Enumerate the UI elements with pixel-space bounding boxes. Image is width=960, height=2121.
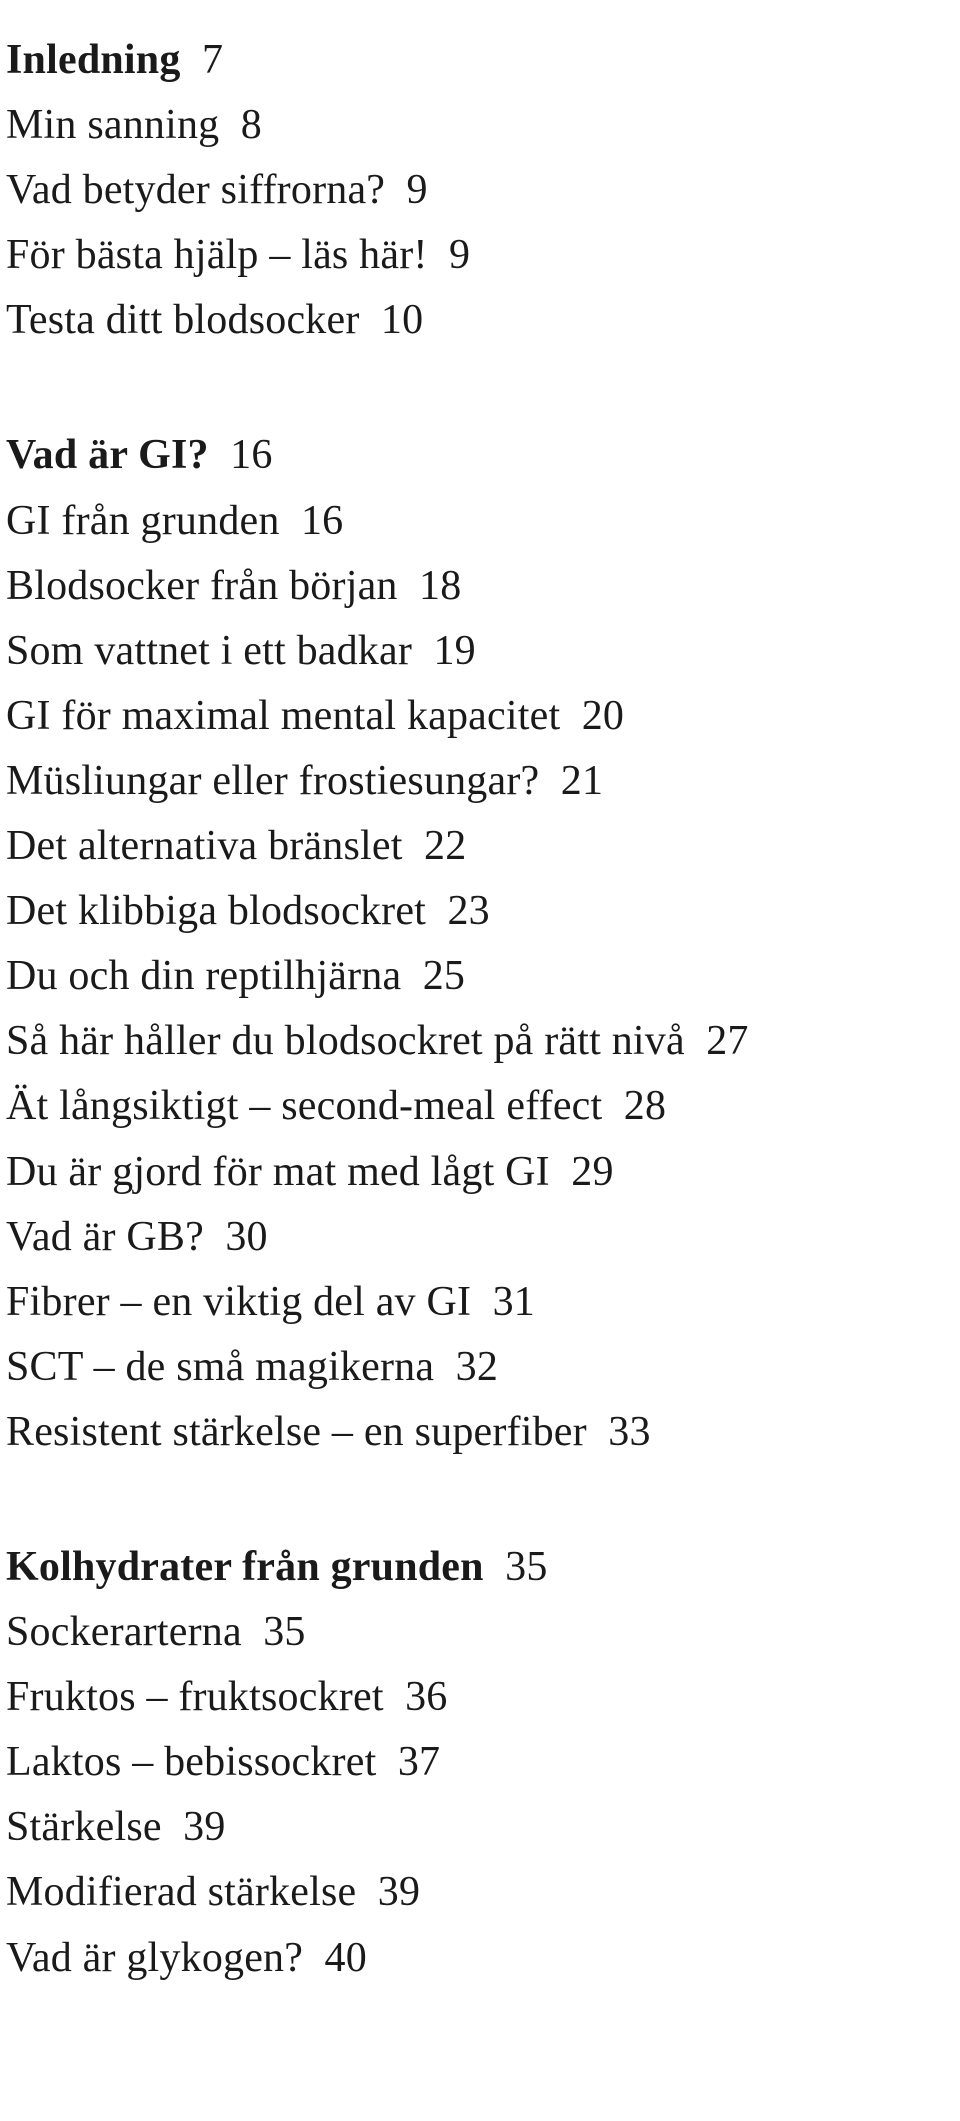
toc-page-number: 19 [433, 628, 475, 674]
toc-page: Inledning 7 Min sanning 8 Vad betyder si… [0, 0, 960, 2121]
toc-page-number: 32 [456, 1344, 498, 1390]
toc-page-number: 16 [230, 432, 272, 478]
toc-title: Kolhydrater från grunden [6, 1544, 484, 1590]
toc-page-number: 39 [183, 1804, 225, 1850]
toc-entry: Vad är GI? 16 [6, 423, 930, 488]
toc-page-number: 35 [263, 1609, 305, 1655]
toc-section: Vad är GI? 16 GI från grunden 16 Blodsoc… [6, 423, 930, 1465]
toc-entry: Vad är GB? 30 [6, 1205, 930, 1270]
toc-page-number: 23 [447, 888, 489, 934]
toc-entry: Kolhydrater från grunden 35 [6, 1535, 930, 1600]
toc-title: GI för maximal mental kapacitet [6, 693, 560, 739]
toc-title: Det alternativa bränslet [6, 823, 403, 869]
toc-title: Min sanning [6, 102, 219, 148]
toc-page-number: 30 [225, 1214, 267, 1260]
toc-page-number: 36 [405, 1674, 447, 1720]
toc-title: Så här håller du blodsockret på rätt niv… [6, 1018, 685, 1064]
toc-page-number: 27 [706, 1018, 748, 1064]
toc-page-number: 37 [398, 1739, 440, 1785]
toc-title: Stärkelse [6, 1804, 162, 1850]
toc-page-number: 25 [423, 953, 465, 999]
toc-page-number: 9 [407, 167, 428, 213]
toc-title: Du är gjord för mat med lågt GI [6, 1149, 550, 1195]
toc-title: Testa ditt blodsocker [6, 297, 360, 343]
toc-page-number: 9 [449, 232, 470, 278]
toc-page-number: 22 [424, 823, 466, 869]
toc-entry: Så här håller du blodsockret på rätt niv… [6, 1009, 930, 1074]
toc-page-number: 10 [381, 297, 423, 343]
toc-entry: Blodsocker från början 18 [6, 554, 930, 619]
toc-page-number: 35 [505, 1544, 547, 1590]
toc-page-number: 29 [571, 1149, 613, 1195]
toc-title: Vad är GB? [6, 1214, 204, 1260]
toc-page-number: 28 [624, 1083, 666, 1129]
toc-entry: GI för maximal mental kapacitet 20 [6, 684, 930, 749]
toc-title: GI från grunden [6, 498, 280, 544]
toc-page-number: 33 [608, 1409, 650, 1455]
toc-title: Vad är glykogen? [6, 1935, 303, 1981]
toc-title: Fibrer – en viktig del av GI [6, 1279, 471, 1325]
toc-entry: Müsliungar eller frostiesungar? 21 [6, 749, 930, 814]
toc-title: Det klibbiga blodsockret [6, 888, 426, 934]
toc-title: Du och din reptilhjärna [6, 953, 401, 999]
toc-page-number: 21 [561, 758, 603, 804]
toc-entry: SCT – de små magikerna 32 [6, 1335, 930, 1400]
toc-entry: Som vattnet i ett badkar 19 [6, 619, 930, 684]
toc-entry: Vad är glykogen? 40 [6, 1926, 930, 1991]
toc-entry: Fruktos – fruktsockret 36 [6, 1665, 930, 1730]
toc-page-number: 39 [378, 1869, 420, 1915]
toc-entry: GI från grunden 16 [6, 489, 930, 554]
toc-title: För bästa hjälp – läs här! [6, 232, 428, 278]
toc-entry: Ät långsiktigt – second-meal effect 28 [6, 1074, 930, 1139]
toc-title: Inledning [6, 37, 181, 83]
toc-title: Sockerarterna [6, 1609, 242, 1655]
toc-section: Inledning 7 Min sanning 8 Vad betyder si… [6, 28, 930, 353]
toc-entry: Det klibbiga blodsockret 23 [6, 879, 930, 944]
toc-entry: Modifierad stärkelse 39 [6, 1860, 930, 1925]
toc-entry: Sockerarterna 35 [6, 1600, 930, 1665]
toc-title: Fruktos – fruktsockret [6, 1674, 384, 1720]
toc-page-number: 16 [301, 498, 343, 544]
toc-title: Resistent stärkelse – en superfiber [6, 1409, 587, 1455]
toc-title: Blodsocker från början [6, 563, 398, 609]
toc-title: Vad är GI? [6, 432, 209, 478]
toc-page-number: 31 [493, 1279, 535, 1325]
toc-entry: Testa ditt blodsocker 10 [6, 288, 930, 353]
toc-title: SCT – de små magikerna [6, 1344, 434, 1390]
toc-section: Kolhydrater från grunden 35 Sockerartern… [6, 1535, 930, 1991]
toc-page-number: 18 [419, 563, 461, 609]
toc-title: Laktos – bebissockret [6, 1739, 376, 1785]
toc-title: Modifierad stärkelse [6, 1869, 356, 1915]
toc-entry: För bästa hjälp – läs här! 9 [6, 223, 930, 288]
toc-entry: Det alternativa bränslet 22 [6, 814, 930, 879]
toc-entry: Inledning 7 [6, 28, 930, 93]
toc-title: Vad betyder siffrorna? [6, 167, 385, 213]
toc-entry: Stärkelse 39 [6, 1795, 930, 1860]
toc-page-number: 20 [582, 693, 624, 739]
toc-title: Som vattnet i ett badkar [6, 628, 412, 674]
toc-entry: Du och din reptilhjärna 25 [6, 944, 930, 1009]
toc-entry: Resistent stärkelse – en superfiber 33 [6, 1400, 930, 1465]
toc-entry: Vad betyder siffrorna? 9 [6, 158, 930, 223]
toc-entry: Laktos – bebissockret 37 [6, 1730, 930, 1795]
toc-title: Ät långsiktigt – second-meal effect [6, 1083, 602, 1129]
toc-entry: Min sanning 8 [6, 93, 930, 158]
toc-page-number: 40 [325, 1935, 367, 1981]
toc-page-number: 7 [202, 37, 223, 83]
toc-entry: Fibrer – en viktig del av GI 31 [6, 1270, 930, 1335]
toc-page-number: 8 [241, 102, 262, 148]
toc-entry: Du är gjord för mat med lågt GI 29 [6, 1140, 930, 1205]
toc-title: Müsliungar eller frostiesungar? [6, 758, 539, 804]
